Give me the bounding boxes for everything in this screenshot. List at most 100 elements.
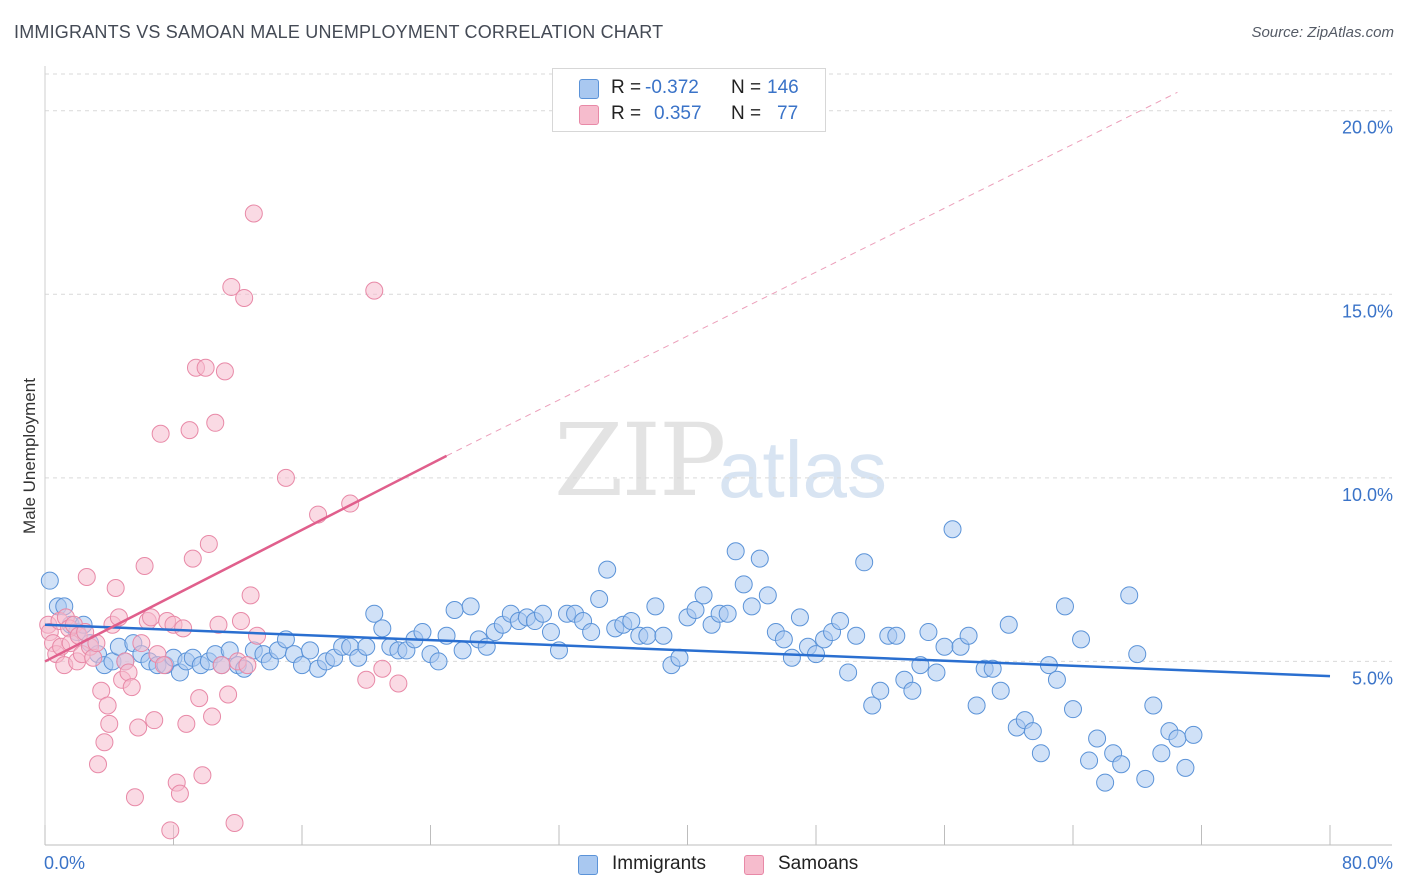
immigrants-point	[991, 681, 1010, 700]
samoans-point	[215, 362, 234, 381]
samoans-point	[106, 579, 125, 597]
immigrants-point	[413, 623, 432, 642]
immigrants-point	[638, 626, 657, 645]
legend-swatch-immigrants	[579, 79, 599, 99]
immigrants-point	[461, 597, 480, 616]
samoans-point	[225, 813, 244, 832]
legend-r-label: R =	[611, 103, 642, 124]
immigrants-point	[718, 604, 737, 623]
samoans-point	[222, 277, 241, 296]
immigrants-point	[646, 597, 665, 616]
samoans-point	[98, 696, 117, 715]
immigrants-point	[943, 520, 962, 539]
immigrants-point	[1184, 725, 1203, 744]
immigrants-point	[983, 659, 1002, 678]
samoans-point	[219, 685, 238, 704]
samoans-point	[238, 656, 257, 675]
samoans-point	[151, 424, 170, 443]
bottom-legend-swatch-samoans	[744, 855, 764, 875]
immigrants-point	[863, 696, 882, 715]
bottom-legend-samoans: Samoans	[744, 851, 874, 877]
immigrants-point	[622, 612, 641, 631]
immigrants-point	[654, 626, 673, 645]
legend-row-immigrants: R = -0.372 N = 146	[553, 75, 825, 101]
legend-r-value: -0.372	[645, 77, 699, 98]
immigrants-point	[1136, 769, 1155, 788]
immigrants-point	[301, 641, 320, 660]
samoans-point	[119, 663, 138, 682]
samoans-point	[180, 421, 199, 440]
immigrants-point	[999, 615, 1018, 634]
samoans-point	[190, 689, 209, 708]
immigrants-point	[1080, 751, 1099, 770]
samoans-trendline-extension	[446, 91, 1178, 457]
immigrants-point	[1047, 670, 1066, 689]
samoans-point	[132, 634, 151, 653]
immigrants-point	[1023, 722, 1042, 741]
samoans-point	[389, 674, 408, 693]
samoans-point	[231, 612, 250, 631]
legend-r-label: R =	[611, 77, 642, 98]
immigrants-point	[1072, 630, 1091, 649]
immigrants-point	[445, 601, 464, 620]
y-tick-label: 10.0%	[1342, 485, 1393, 505]
samoans-point	[84, 648, 103, 667]
legend-swatch-samoans	[579, 105, 599, 125]
immigrants-point	[429, 652, 448, 671]
immigrants-point	[533, 604, 552, 623]
immigrants-point	[1064, 700, 1082, 719]
immigrants-point	[357, 637, 376, 656]
samoans-point	[77, 567, 96, 586]
source-label: Source: ZipAtlas.com	[1251, 24, 1394, 41]
immigrants-point	[726, 542, 745, 561]
immigrants-point	[734, 575, 753, 594]
samoans-point	[129, 718, 148, 737]
bottom-legend-label-immigrants: Immigrants	[612, 853, 706, 874]
x-tick-label: 80.0%	[1342, 853, 1393, 873]
immigrants-point	[871, 681, 890, 700]
immigrants-point	[582, 623, 601, 642]
immigrants-point	[453, 641, 472, 660]
immigrants-point	[1031, 744, 1050, 763]
legend-n-label: N =	[731, 103, 762, 124]
immigrants-point	[1088, 729, 1107, 748]
immigrants-point	[758, 586, 777, 605]
legend-box: R = -0.372 N = 146 R = 0.357 N = 77	[552, 68, 826, 132]
immigrants-point	[790, 608, 809, 627]
samoans-point	[95, 733, 114, 752]
immigrants-point	[40, 571, 59, 590]
immigrants-point	[959, 626, 978, 645]
immigrants-point	[373, 619, 392, 638]
immigrants-point	[590, 590, 609, 609]
samoans-point	[154, 656, 173, 675]
immigrants-point	[1112, 755, 1131, 774]
samoans-point	[135, 556, 154, 575]
immigrants-point	[1144, 696, 1163, 715]
immigrants-point	[855, 553, 874, 572]
samoans-point	[174, 619, 193, 638]
y-tick-label: 20.0%	[1342, 118, 1393, 138]
immigrants-point	[1120, 586, 1139, 605]
immigrants-point	[670, 648, 689, 667]
legend-r-value: 0.357	[654, 103, 702, 124]
immigrants-point	[598, 560, 617, 579]
immigrants-point	[1176, 758, 1195, 777]
immigrants-point	[694, 586, 713, 605]
immigrants-point	[742, 597, 761, 616]
samoans-point	[183, 549, 202, 568]
samoans-point	[170, 784, 189, 803]
immigrants-point	[750, 549, 769, 568]
samoans-trendline	[44, 454, 448, 663]
immigrants-point	[365, 604, 384, 623]
samoans-point	[177, 714, 196, 733]
samoans-point	[365, 281, 384, 300]
samoans-point	[241, 586, 260, 605]
immigrants-point	[839, 663, 858, 682]
samoans-point	[248, 626, 267, 645]
bottom-legend-immigrants: Immigrants	[578, 851, 728, 877]
samoans-point	[212, 656, 231, 675]
watermark-zip: ZIP	[554, 402, 726, 519]
immigrants-point	[935, 637, 954, 656]
samoans-point	[89, 755, 108, 774]
immigrants-point	[919, 623, 938, 642]
